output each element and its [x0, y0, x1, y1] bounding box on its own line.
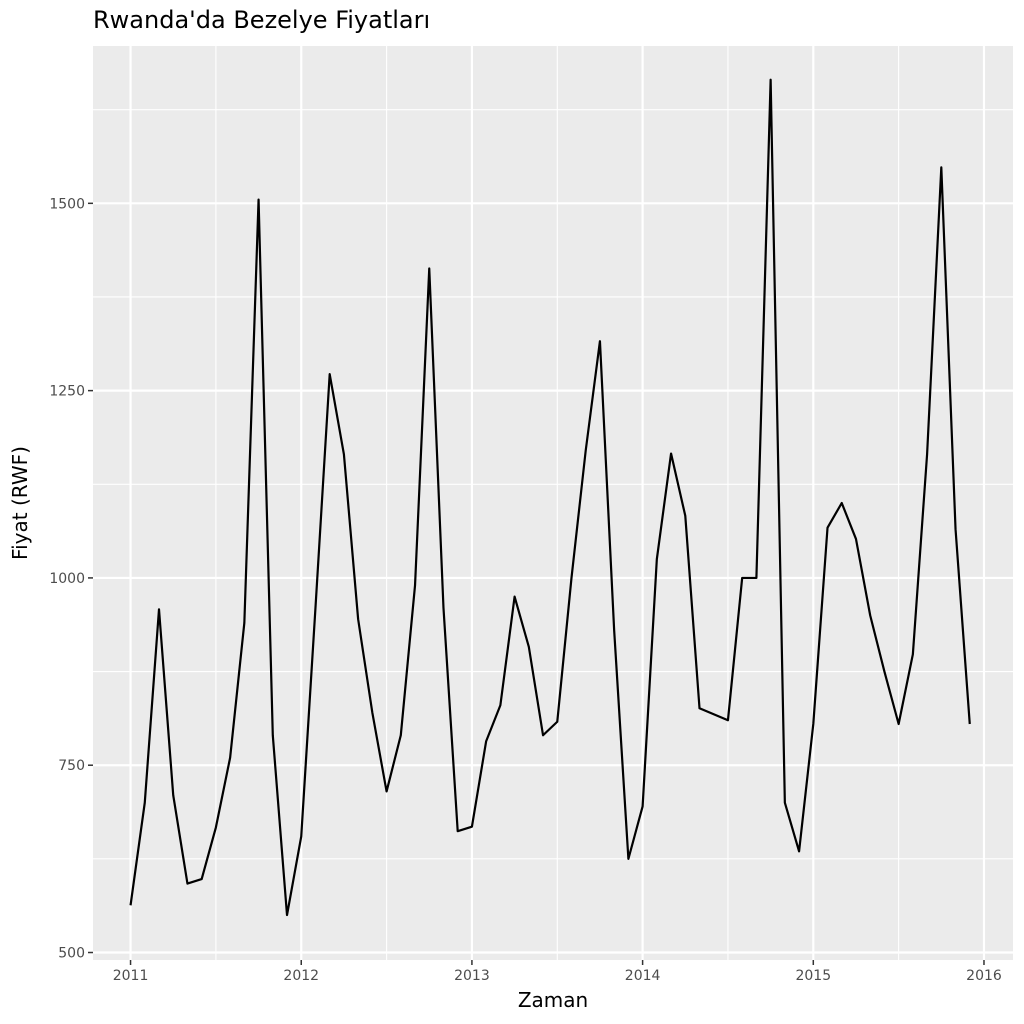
y-axis: 500 750 1000 1250 1500: [49, 196, 93, 962]
minor-gridlines: [93, 46, 1013, 960]
x-axis-title: Zaman: [518, 988, 588, 1012]
y-tick-label: 1000: [49, 571, 85, 587]
series-line: [129, 78, 971, 917]
x-tick-label: 2016: [966, 968, 1002, 984]
plot-panel: [93, 46, 1013, 960]
series-layer: [129, 78, 971, 917]
y-tick-label: 500: [58, 946, 85, 962]
x-tick-label: 2014: [625, 968, 661, 984]
x-axis: 2011 2012 2013 2014 2015 2016: [113, 960, 1002, 984]
y-axis-title: Fiyat (RWF): [8, 446, 32, 560]
y-tick-label: 750: [58, 758, 85, 774]
chart-title: Rwanda'da Bezelye Fiyatları: [93, 6, 431, 34]
x-tick-label: 2012: [283, 968, 319, 984]
x-tick-label: 2015: [795, 968, 831, 984]
x-tick-label: 2013: [454, 968, 490, 984]
y-tick-label: 1250: [49, 384, 85, 400]
y-tick-label: 1500: [49, 196, 85, 212]
x-tick-label: 2011: [113, 968, 149, 984]
